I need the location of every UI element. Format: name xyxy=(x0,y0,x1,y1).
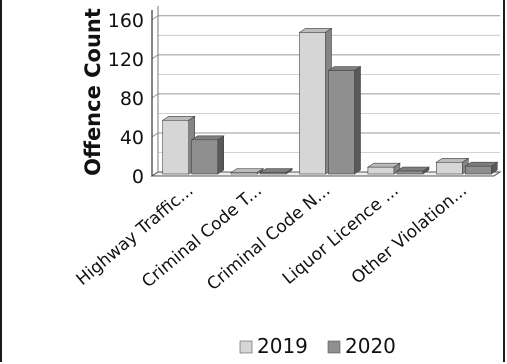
legend-swatch xyxy=(239,340,253,354)
legend-label: 2020 xyxy=(345,334,396,358)
bar-top xyxy=(230,168,265,173)
bar xyxy=(395,166,430,175)
legend-label: 2019 xyxy=(257,334,308,358)
x-tick-label: Other Violation... xyxy=(348,181,471,289)
bar-side xyxy=(217,135,224,175)
y-tick-label: 120 xyxy=(108,49,144,71)
legend: 2019 2020 xyxy=(239,334,396,358)
gridline-depth xyxy=(151,15,159,21)
bar xyxy=(464,161,499,175)
bar-side xyxy=(354,65,361,175)
bar xyxy=(230,167,265,175)
gridline-depth xyxy=(151,132,159,138)
x-tick-label: Criminal Code N... xyxy=(203,181,334,295)
y-tick-label: 40 xyxy=(120,127,144,149)
bar-front xyxy=(464,165,492,175)
bar xyxy=(435,157,470,175)
x-tick-labels: Highway Traffic...Criminal Code T...Crim… xyxy=(73,181,471,295)
gridline-depth xyxy=(151,54,159,60)
bar xyxy=(298,27,333,175)
y-tick-label: 80 xyxy=(120,88,144,110)
y-tick-label: 160 xyxy=(108,10,144,32)
bar-top xyxy=(327,66,362,71)
bar xyxy=(259,167,294,175)
bar xyxy=(190,135,225,175)
bar-top xyxy=(298,28,333,33)
bars xyxy=(161,27,499,175)
x-tick-label: Criminal Code T... xyxy=(138,181,266,293)
bar xyxy=(161,115,196,175)
bar-top xyxy=(259,168,294,173)
bar-top xyxy=(161,115,196,121)
y-tick-labels: 0 40 80 120 160 xyxy=(108,10,144,188)
bar-front xyxy=(396,170,424,175)
x-tick-label: Liquor Licence ... xyxy=(279,181,403,289)
legend-item: 2020 xyxy=(327,334,396,358)
bar-top xyxy=(464,161,499,167)
bar-front xyxy=(328,70,355,175)
bar-top xyxy=(366,162,401,168)
bar xyxy=(366,162,401,175)
y-tick-label: 0 xyxy=(132,166,144,188)
bar xyxy=(327,65,362,175)
bar-front xyxy=(230,172,258,175)
legend-item: 2019 xyxy=(239,334,308,358)
bar-front xyxy=(191,139,218,175)
legend-swatch xyxy=(327,340,341,354)
bar-front xyxy=(299,32,326,175)
bar-front xyxy=(367,166,395,175)
bar-front xyxy=(259,172,287,175)
bar-top xyxy=(190,135,225,141)
bar-top xyxy=(395,166,430,172)
y-axis-label: Offence Count xyxy=(81,8,105,176)
bar-top xyxy=(435,157,470,163)
gridline-depth xyxy=(151,93,159,99)
x-tick-label: Highway Traffic... xyxy=(73,181,198,290)
bar-front xyxy=(435,161,463,175)
bar-front xyxy=(162,119,189,175)
